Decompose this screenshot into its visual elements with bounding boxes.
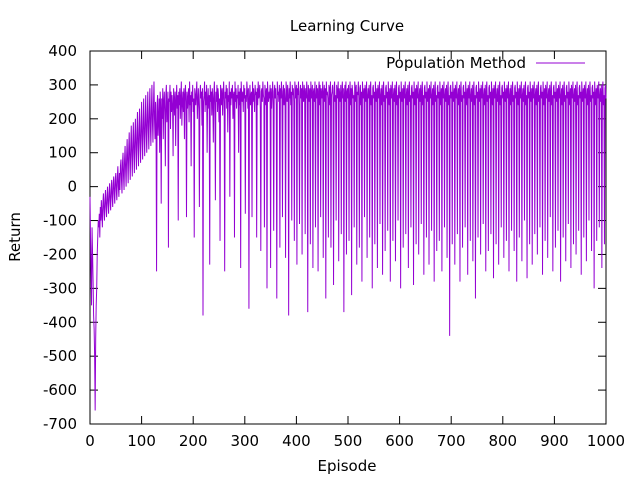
x-tick-label: 500 bbox=[334, 432, 363, 450]
series-line-population-method bbox=[89, 81, 607, 411]
y-tick-label: -500 bbox=[43, 347, 77, 365]
x-axis-ticks: 0 100 200 300 400 500 600 700 800 900 1000 bbox=[85, 51, 625, 450]
y-tick-label: -100 bbox=[43, 212, 77, 230]
legend: Population Method bbox=[386, 54, 585, 72]
legend-label-population-method: Population Method bbox=[386, 54, 526, 72]
x-tick-label: 100 bbox=[127, 432, 156, 450]
y-tick-label: -300 bbox=[43, 279, 77, 297]
x-axis-title: Episode bbox=[318, 457, 377, 475]
y-tick-label: 200 bbox=[48, 110, 77, 128]
x-tick-label: 600 bbox=[385, 432, 414, 450]
y-tick-label: 400 bbox=[48, 42, 77, 60]
y-tick-label: -400 bbox=[43, 313, 77, 331]
y-tick-label: -700 bbox=[43, 415, 77, 433]
y-tick-label: -600 bbox=[43, 381, 77, 399]
y-tick-label: -200 bbox=[43, 245, 77, 263]
chart-title: Learning Curve bbox=[290, 17, 404, 35]
x-tick-label: 800 bbox=[488, 432, 517, 450]
x-tick-label: 0 bbox=[85, 432, 95, 450]
y-tick-label: 0 bbox=[67, 178, 77, 196]
x-tick-label: 700 bbox=[437, 432, 466, 450]
x-tick-label: 200 bbox=[179, 432, 208, 450]
y-axis-title: Return bbox=[6, 212, 24, 262]
plot-series-group bbox=[89, 81, 607, 411]
y-tick-label: 100 bbox=[48, 144, 77, 162]
x-tick-label: 1000 bbox=[587, 432, 625, 450]
y-tick-label: 300 bbox=[48, 76, 77, 94]
x-tick-label: 400 bbox=[282, 432, 311, 450]
x-tick-label: 300 bbox=[230, 432, 259, 450]
y-axis-ticks: -700 -600 -500 -400 -300 -200 -100 0 100 200 300 40… bbox=[43, 42, 606, 433]
x-tick-label: 900 bbox=[540, 432, 569, 450]
